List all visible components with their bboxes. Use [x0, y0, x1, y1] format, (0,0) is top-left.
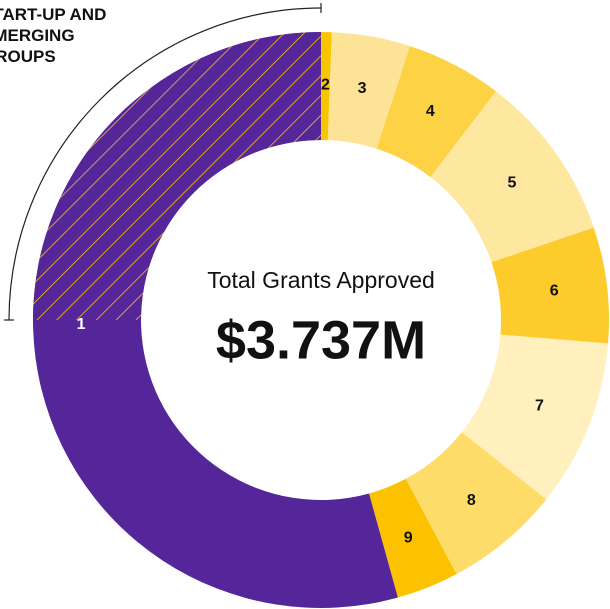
segment-label: 8: [467, 492, 476, 509]
segment-label: 3: [358, 80, 367, 97]
donut-segment: [369, 478, 457, 598]
highlight-bracket: [8, 7, 322, 321]
segment-label: 4: [426, 103, 435, 120]
donut-segment: [491, 227, 609, 344]
donut-segment: [321, 32, 332, 141]
center-value: $3.737M: [216, 310, 426, 370]
segment-label: 6: [550, 282, 559, 299]
segment-label: 7: [535, 398, 544, 415]
segment-label: 1: [77, 316, 86, 333]
donut-segment: [376, 46, 497, 178]
segment-label: 2: [321, 76, 330, 93]
donut-segment: [327, 32, 410, 149]
donut-segment: [430, 91, 594, 263]
segment-label: 9: [404, 529, 413, 546]
donut: [32, 32, 609, 608]
donut-segment: [461, 334, 609, 500]
highlight-hatch: [33, 32, 321, 320]
center-title: Total Grants Approved: [207, 267, 435, 293]
donut-segment: [405, 432, 547, 575]
segment-label: 5: [508, 174, 517, 191]
